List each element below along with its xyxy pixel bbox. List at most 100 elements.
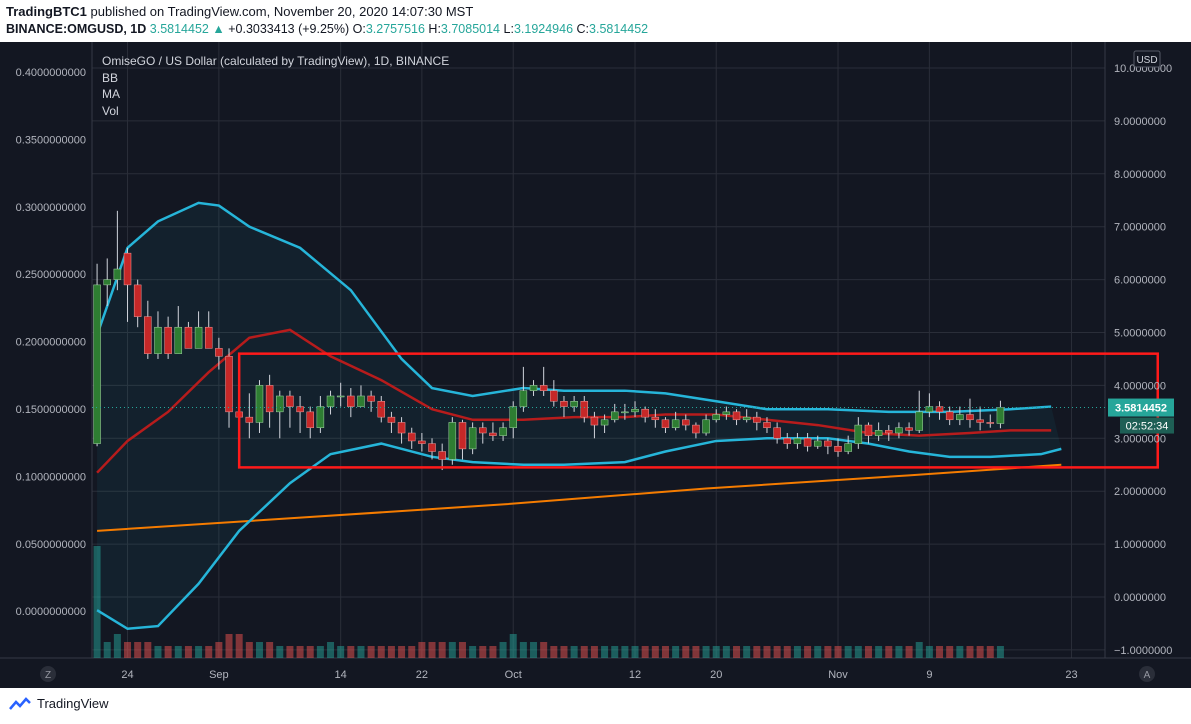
volume-bar bbox=[255, 642, 263, 658]
candle-body bbox=[956, 414, 964, 421]
volume-bar bbox=[540, 642, 548, 658]
ohlc-line: BINANCE:OMGUSD, 1D 3.5814452 ▲ +0.303341… bbox=[6, 22, 648, 36]
volume-bar bbox=[672, 646, 680, 658]
right-price-axis[interactable]: 10.00000009.00000008.00000007.00000006.0… bbox=[1114, 63, 1172, 657]
right-axis-tick-label: 5.0000000 bbox=[1114, 328, 1166, 340]
candle-body bbox=[945, 411, 954, 421]
volume-bar bbox=[306, 646, 314, 658]
publisher-name[interactable]: TradingBTC1 bbox=[6, 4, 87, 19]
candle-body bbox=[631, 408, 639, 413]
log-scale-z-button[interactable]: Z bbox=[40, 666, 56, 682]
volume-bar bbox=[316, 646, 324, 658]
candle-body bbox=[286, 395, 294, 407]
volume-bar bbox=[458, 642, 466, 658]
candle-body bbox=[519, 390, 528, 407]
volume-bar bbox=[499, 642, 507, 658]
candle-body bbox=[113, 268, 122, 280]
time-axis-tick-label: Sep bbox=[209, 669, 229, 681]
price-chart[interactable]: OmiseGO / US Dollar (calculated by Tradi… bbox=[0, 42, 1191, 688]
chart-area[interactable]: OmiseGO / US Dollar (calculated by Tradi… bbox=[0, 42, 1191, 688]
right-axis-tick-label: 9.0000000 bbox=[1114, 116, 1166, 128]
indicator-bb[interactable]: BB bbox=[102, 71, 118, 85]
indicator-vol[interactable]: Vol bbox=[102, 104, 119, 118]
time-axis-tick-label: Oct bbox=[505, 669, 522, 681]
footer: TradingView bbox=[0, 688, 1191, 724]
close-label: C: bbox=[576, 22, 590, 36]
candle-body bbox=[996, 407, 1005, 424]
auto-scale-a-button[interactable]: A bbox=[1139, 666, 1155, 682]
indicator-ma[interactable]: MA bbox=[102, 87, 120, 101]
volume-bar bbox=[621, 646, 629, 658]
volume-bar bbox=[296, 646, 304, 658]
volume-bar bbox=[875, 646, 883, 658]
volume-bar bbox=[469, 646, 477, 658]
left-axis-tick-label: 0.2500000000 bbox=[16, 269, 86, 281]
candle-body bbox=[793, 438, 802, 444]
volume-bar bbox=[590, 646, 598, 658]
volume-bar bbox=[682, 646, 690, 658]
volume-bar bbox=[418, 642, 426, 658]
volume-bar bbox=[205, 646, 213, 658]
candle-body bbox=[732, 411, 741, 421]
volume-bar bbox=[134, 642, 142, 658]
volume-bar bbox=[337, 646, 345, 658]
candle-body bbox=[915, 411, 923, 431]
candle-body bbox=[824, 440, 832, 447]
right-axis-tick-label: −1.0000000 bbox=[1114, 645, 1172, 657]
candle-body bbox=[976, 419, 984, 423]
volume-bar bbox=[570, 646, 578, 658]
volume-bar bbox=[986, 646, 994, 658]
candle-body bbox=[722, 411, 731, 415]
volume-bar bbox=[651, 646, 659, 658]
chart-legend: OmiseGO / US Dollar (calculated by Tradi… bbox=[102, 54, 449, 118]
candle-body bbox=[204, 326, 213, 349]
candle-body bbox=[753, 416, 761, 423]
candle-body bbox=[154, 326, 162, 354]
candle-body bbox=[509, 406, 517, 428]
candle-body bbox=[895, 427, 903, 434]
candle-body bbox=[245, 416, 254, 423]
volume-bar bbox=[164, 646, 172, 658]
volume-bar bbox=[773, 646, 781, 658]
candle-body bbox=[986, 422, 995, 424]
volume-bar bbox=[154, 646, 162, 658]
bb-lower-line[interactable] bbox=[96, 437, 1062, 631]
candle-body bbox=[712, 414, 720, 421]
volume-bar bbox=[327, 642, 335, 658]
left-price-axis[interactable]: 0.4000000000 0.3500000000 0.3000000000 0.25… bbox=[16, 67, 86, 618]
currency-button[interactable]: USD bbox=[1133, 50, 1161, 68]
candle-body bbox=[225, 356, 233, 413]
volume-bar bbox=[905, 646, 913, 658]
volume-bar bbox=[398, 646, 406, 658]
left-axis-tick-label: 0.3500000000 bbox=[16, 134, 86, 146]
volume-bar bbox=[286, 646, 294, 658]
volume-bar bbox=[601, 646, 609, 658]
bb-upper-line[interactable] bbox=[95, 201, 1052, 414]
candle-body bbox=[803, 438, 812, 447]
ma-line[interactable] bbox=[97, 463, 1062, 532]
volume-bar bbox=[864, 646, 872, 658]
volume-bars bbox=[93, 546, 1004, 658]
time-axis[interactable]: 24 Sep 14 22 Oct 12 20 Nov 9 23 bbox=[121, 669, 1077, 681]
volume-bar bbox=[763, 646, 771, 658]
candle-body bbox=[184, 326, 193, 349]
right-axis-tick-label: 1.0000000 bbox=[1114, 539, 1166, 551]
volume-bar bbox=[195, 646, 203, 658]
volume-bar bbox=[347, 646, 355, 658]
candle-body bbox=[407, 432, 416, 442]
candle-body bbox=[621, 411, 629, 414]
currency-label: USD bbox=[1136, 55, 1157, 66]
candle-body bbox=[438, 451, 446, 460]
volume-bar bbox=[560, 646, 568, 658]
candle-body bbox=[651, 416, 660, 421]
candle-body bbox=[367, 395, 375, 402]
candle-body bbox=[600, 419, 609, 426]
tradingview-logo[interactable]: TradingView bbox=[8, 696, 109, 711]
symbol-label: BINANCE:OMGUSD, 1D bbox=[6, 22, 147, 36]
volume-bar bbox=[509, 634, 517, 658]
candle-body bbox=[265, 385, 274, 413]
left-axis-tick-label: 0.4000000000 bbox=[16, 67, 86, 79]
volume-bar bbox=[448, 642, 456, 658]
volume-bar bbox=[661, 646, 669, 658]
candle-body bbox=[499, 427, 507, 436]
